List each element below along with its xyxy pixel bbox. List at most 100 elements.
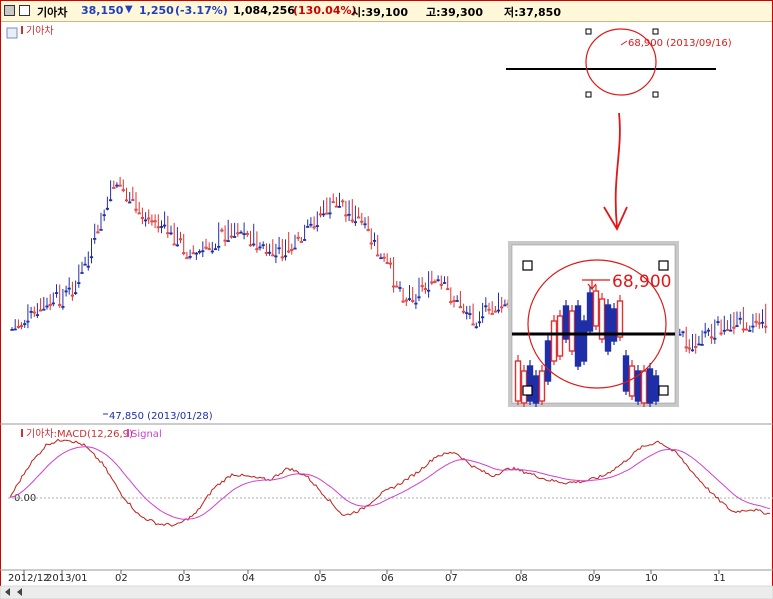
x-tick-label: 03 [178,573,191,584]
x-tick-label: 04 [242,573,255,584]
x-tick-label: 09 [588,573,601,584]
candle [169,232,173,235]
x-tick-label: 2012/12 [8,573,50,584]
candle [732,326,736,329]
candle [420,285,424,288]
candle [178,238,183,241]
candle [710,336,714,339]
inset-candle [568,310,576,352]
candle [10,328,14,331]
scroll-left-icon[interactable] [5,588,10,596]
series-marker-icon [21,429,23,437]
candle [465,312,469,315]
checkbox[interactable] [19,5,30,16]
candle [477,321,482,324]
candle [264,251,269,254]
candle [337,205,342,208]
candle [118,184,122,187]
inset-candles [514,285,660,407]
candle [372,239,377,242]
scroll-start-icon[interactable] [17,588,22,596]
inset-candle [544,340,552,382]
candle [70,294,74,297]
inset-candle [574,305,582,367]
candle [417,296,421,299]
candle [366,229,370,232]
candle [128,201,132,204]
candle [687,347,691,350]
candle [293,247,297,250]
candle [109,199,113,202]
candle [105,207,109,210]
selection-handle[interactable] [585,91,592,98]
candle [745,328,749,331]
candle [232,236,237,238]
horizontal-scrollbar[interactable] [0,585,773,599]
inset-candle [532,375,540,404]
candle [150,220,154,223]
inset-handle [658,385,669,396]
candle [80,272,84,274]
candle [369,242,373,245]
inset-candle [592,290,600,327]
candle [89,256,94,259]
candle [229,235,233,238]
inset-candle [586,292,594,332]
candle [321,213,326,216]
inset-candle [628,365,636,397]
candle [166,232,170,235]
peak-highlight-circle[interactable] [585,28,657,96]
selection-handle[interactable] [652,28,659,35]
candle [140,216,144,219]
selection-handle[interactable] [652,91,659,98]
high-annotation-line [620,40,628,46]
candle [274,255,278,258]
hand-drawn-arrowhead [603,206,628,231]
candle [64,290,68,293]
quote-header-bar: 기아차 38,150 ▼ 1,250 (-3.17%) 1,084,256 (1… [1,1,772,22]
inset-candle [610,308,618,342]
selection-handle[interactable] [585,28,592,35]
candle [26,320,30,323]
candle [258,246,262,249]
candle [242,233,246,236]
inset-candle [538,370,546,402]
candle [255,248,259,251]
candle [404,299,408,302]
candle [217,245,221,248]
candle [452,300,456,303]
candle [61,305,65,308]
open-price: 시:39,100 [351,6,408,19]
candle [350,219,354,222]
candle [376,254,380,257]
x-tick-label: 02 [115,573,128,584]
candle [159,226,164,228]
candle [42,308,46,311]
x-tick-label: 05 [314,573,327,584]
candle [360,220,364,223]
signal-marker-icon [127,429,129,437]
candle [58,304,62,307]
candle [131,199,135,202]
candle [172,243,176,246]
candle [719,332,723,335]
hand-drawn-arrow [614,112,621,228]
candle [363,223,367,226]
panel-toggle-icon[interactable] [6,27,18,39]
candle [411,300,415,302]
candle [312,226,316,229]
candle [29,310,33,313]
candle [503,304,507,307]
candle [77,282,81,285]
inset-candle [652,375,660,402]
candle [487,308,491,311]
candle [261,244,265,247]
candle [191,252,195,255]
candle [54,292,59,295]
inset-candle [598,298,606,340]
candle [735,325,739,328]
candle [414,302,418,305]
candle [51,302,55,305]
candle [99,228,103,231]
candle [741,328,746,331]
